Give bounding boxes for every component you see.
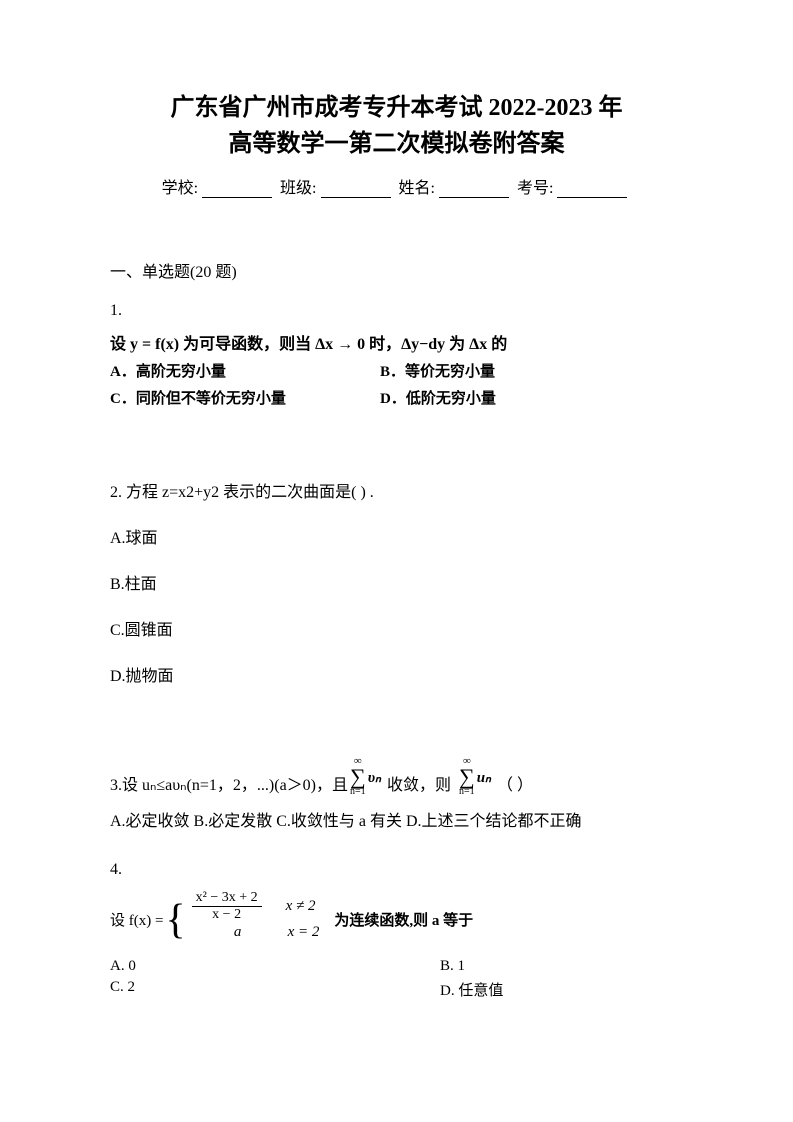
name-label: 姓名:	[399, 180, 435, 197]
q2-opt-d: D.抛物面	[110, 662, 683, 686]
q4-opts: A. 0 B. 1 C. 2 D. 任意值	[110, 958, 683, 1000]
q3-prefix: 3.设 uₙ≤aυₙ(n=1，2，...)(a＞0)，且	[110, 771, 348, 797]
brace-icon: {	[165, 899, 185, 941]
sigma-v-var: υₙ	[368, 768, 381, 787]
q4-prefix: 设 f(x) =	[110, 909, 163, 930]
name-blank	[439, 182, 509, 198]
sigma-v-sym: ∑	[350, 767, 366, 787]
class-blank	[321, 182, 391, 198]
q4-opt-d: D. 任意值	[440, 979, 503, 1000]
number-label: 考号:	[517, 180, 553, 197]
sigma-u-var: uₙ	[477, 768, 491, 787]
q3-suffix: （ ）	[497, 771, 533, 797]
class-label: 班级:	[280, 180, 316, 197]
school-label: 学校:	[162, 180, 198, 197]
sigma-u-sub: n=1	[459, 787, 475, 797]
q1-opts-row1: A．高阶无穷小量 B．等价无穷小量	[110, 360, 683, 381]
q3-mid: 收敛，则	[387, 771, 451, 797]
q4-tail: 为连续函数,则 a 等于	[334, 909, 473, 930]
q2-opt-c: C.圆锥面	[110, 616, 683, 640]
piecewise: { x² − 3x + 2 x − 2 x ≠ 2 a x = 2	[163, 894, 319, 946]
cases: x² − 3x + 2 x − 2 x ≠ 2 a x = 2	[188, 894, 320, 946]
sigma-u-sym: ∑	[459, 767, 475, 787]
q4-opt-a: A. 0	[110, 958, 440, 975]
q4-num: 4.	[110, 861, 683, 879]
case-val-2: a	[188, 924, 288, 941]
q2-prompt: 2. 方程 z=x2+y2 表示的二次曲面是( ) .	[110, 478, 683, 502]
q1-num: 1.	[110, 302, 683, 320]
title-line-2: 高等数学一第二次模拟卷附答案	[110, 126, 683, 162]
sigma-v: ∞ ∑ n=1	[350, 756, 366, 797]
q2-opt-b: B.柱面	[110, 570, 683, 594]
sigma-v-sub: n=1	[350, 787, 366, 797]
q4-opt-row1: A. 0 B. 1	[110, 958, 683, 975]
frac-bot: x − 2	[192, 907, 262, 924]
q4-opt-c: C. 2	[110, 979, 440, 1000]
fraction: x² − 3x + 2 x − 2	[192, 890, 262, 925]
info-line: 学校: 班级: 姓名: 考号:	[110, 174, 683, 198]
case-row-1: x² − 3x + 2 x − 2 x ≠ 2	[188, 894, 320, 920]
q3: 3.设 uₙ≤aυₙ(n=1，2，...)(a＞0)，且 ∞ ∑ n=1 υₙ …	[110, 756, 683, 797]
school-blank	[202, 182, 272, 198]
q1-opt-c: C．同阶但不等价无穷小量	[110, 387, 380, 408]
section-title: 一、单选题(20 题)	[110, 258, 683, 282]
sigma-u: ∞ ∑ n=1	[459, 756, 475, 797]
q1-opt-b: B．等价无穷小量	[380, 360, 683, 381]
q1-prompt: 设 y = f(x) 为可导函数，则当 Δx → 0 时，Δy−dy 为 Δx …	[110, 330, 683, 354]
q2-opt-a: A.球面	[110, 524, 683, 548]
q1-opts-row2: C．同阶但不等价无穷小量 D．低阶无穷小量	[110, 387, 683, 408]
frac-top: x² − 3x + 2	[192, 890, 262, 908]
case-cond-1: x ≠ 2	[286, 898, 316, 915]
q1-opt-a: A．高阶无穷小量	[110, 360, 380, 381]
case-cond-2: x = 2	[288, 924, 320, 941]
q4-opt-row2: C. 2 D. 任意值	[110, 979, 683, 1000]
q3-opts: A.必定收敛 B.必定发散 C.收敛性与 a 有关 D.上述三个结论都不正确	[110, 807, 683, 831]
number-blank	[557, 182, 627, 198]
q4-expr: 设 f(x) = { x² − 3x + 2 x − 2 x ≠ 2 a x =…	[110, 894, 683, 946]
q1-opt-d: D．低阶无穷小量	[380, 387, 683, 408]
q4-opt-b: B. 1	[440, 958, 465, 975]
title-line-1: 广东省广州市成考专升本考试 2022-2023 年	[110, 90, 683, 126]
case-row-2: a x = 2	[188, 920, 320, 946]
